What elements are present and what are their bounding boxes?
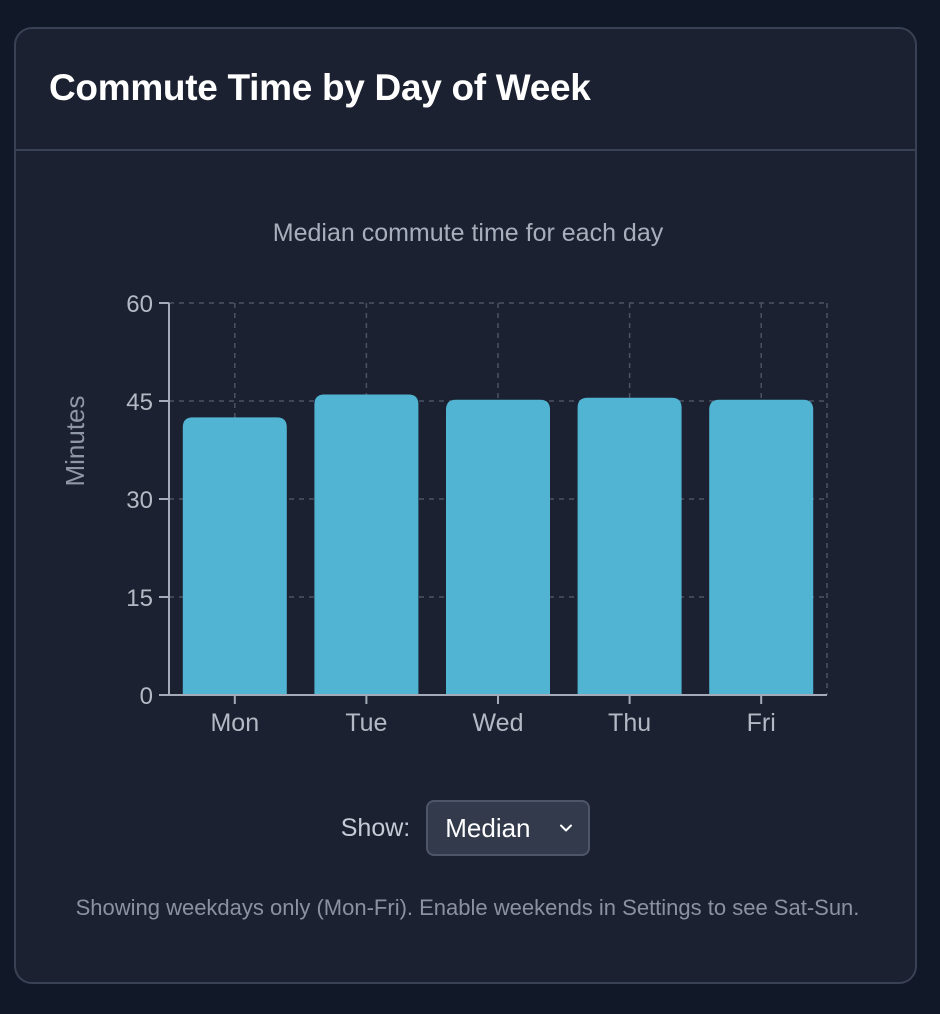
y-axis-label: Minutes: [60, 395, 90, 486]
bar-mon: [182, 417, 287, 695]
y-tick-label: 0: [140, 683, 153, 710]
footnote: Showing weekdays only (Mon-Fri). Enable …: [75, 895, 860, 920]
x-tick-label: Fri: [747, 709, 776, 737]
y-tick-label: 45: [126, 389, 153, 416]
x-tick-label: Wed: [473, 709, 524, 737]
chevron-down-icon: [560, 824, 573, 832]
bar-chart: Median commute time for each day Minutes…: [60, 219, 828, 737]
y-tick-label: 30: [126, 487, 153, 514]
bar-thu: [577, 397, 682, 695]
x-tick-label: Thu: [608, 709, 651, 737]
metric-select-value: Median: [445, 812, 531, 843]
bar-tue: [314, 394, 419, 695]
y-tick-label: 15: [126, 585, 153, 612]
chart-controls: Show: Median: [16, 800, 915, 856]
card-header: Commute Time by Day of Week: [16, 29, 915, 151]
chart-card: Commute Time by Day of Week Median commu…: [14, 27, 917, 984]
page-title: Commute Time by Day of Week: [49, 67, 591, 108]
y-tick-label: 60: [126, 291, 153, 318]
x-tick-label: Mon: [210, 709, 259, 737]
x-tick-label: Tue: [345, 709, 387, 737]
show-label: Show:: [340, 813, 411, 842]
chart-subtitle: Median commute time for each day: [273, 219, 664, 247]
bar-fri: [709, 399, 814, 695]
bar-wed: [446, 399, 550, 695]
metric-select[interactable]: Median: [426, 800, 591, 856]
